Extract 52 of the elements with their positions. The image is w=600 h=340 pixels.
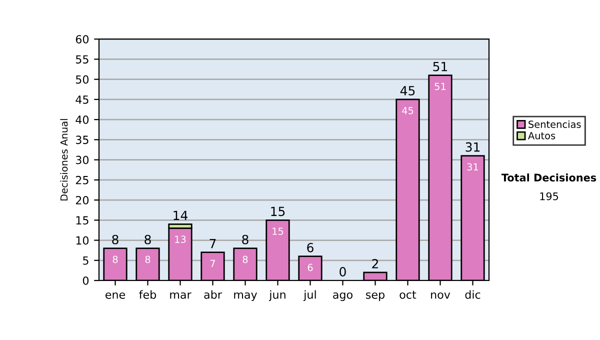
data-label: 8	[242, 256, 248, 264]
y-tick-label: 10	[76, 236, 89, 245]
data-label: 45	[402, 107, 414, 114]
x-tick-label: may	[234, 292, 258, 301]
x-tick-label: nov	[431, 292, 450, 299]
x-tick-label: mar	[170, 292, 192, 299]
y-tick-label: 50	[76, 75, 89, 84]
text: 195	[540, 192, 558, 200]
y-tick-label: 35	[76, 136, 88, 144]
data-label: 13	[175, 236, 186, 243]
total-label: 8	[242, 234, 248, 244]
y-axis-title: Decisiones Anual	[60, 119, 68, 200]
total-label: 8	[144, 234, 151, 244]
total-label: 2	[372, 258, 378, 268]
x-tick-label: sep	[366, 292, 384, 301]
y-tick-label: 5	[83, 256, 88, 265]
total-label: 7	[210, 239, 216, 248]
x-tick-label: oct	[400, 290, 416, 299]
y-tick-label: 55	[76, 55, 88, 64]
y-tick-label: 60	[76, 35, 89, 44]
text: Total Decisiones	[501, 173, 596, 182]
y-tick-label: 45	[76, 96, 88, 104]
total-label: 15	[271, 206, 285, 216]
data-label: 8	[112, 256, 118, 264]
y-tick-label: 0	[82, 276, 89, 285]
data-label: 51	[434, 82, 446, 90]
legend-label: Autos	[528, 132, 556, 140]
x-tick-label: abr	[204, 290, 222, 299]
data-label: 31	[467, 163, 478, 171]
y-tick-label: 20	[76, 196, 89, 204]
total-label: 51	[433, 62, 448, 72]
x-tick-label: feb	[139, 290, 156, 299]
data-label: 8	[145, 256, 150, 264]
x-tick-label: ago	[333, 292, 352, 301]
total-label: 14	[174, 210, 188, 220]
y-tick-label: 30	[76, 156, 89, 164]
data-label: 6	[308, 264, 313, 272]
total-label: 0	[340, 267, 346, 276]
y-tick-label: 25	[76, 176, 88, 184]
data-label: 7	[210, 260, 216, 267]
y-tick-label: 40	[76, 116, 89, 124]
y-tick-label: 15	[76, 216, 88, 225]
x-tick-label: dic	[465, 290, 480, 299]
total-label: 8	[112, 234, 118, 244]
total-label: 31	[466, 142, 480, 152]
total-label: 45	[400, 86, 415, 96]
total-label: 6	[307, 242, 314, 252]
legend-label: Sentencias	[528, 120, 581, 128]
x-tick-label: jun	[268, 290, 286, 301]
data-label: 15	[272, 228, 284, 235]
x-tick-label: jul	[303, 290, 316, 301]
x-tick-label: ene	[106, 292, 126, 299]
